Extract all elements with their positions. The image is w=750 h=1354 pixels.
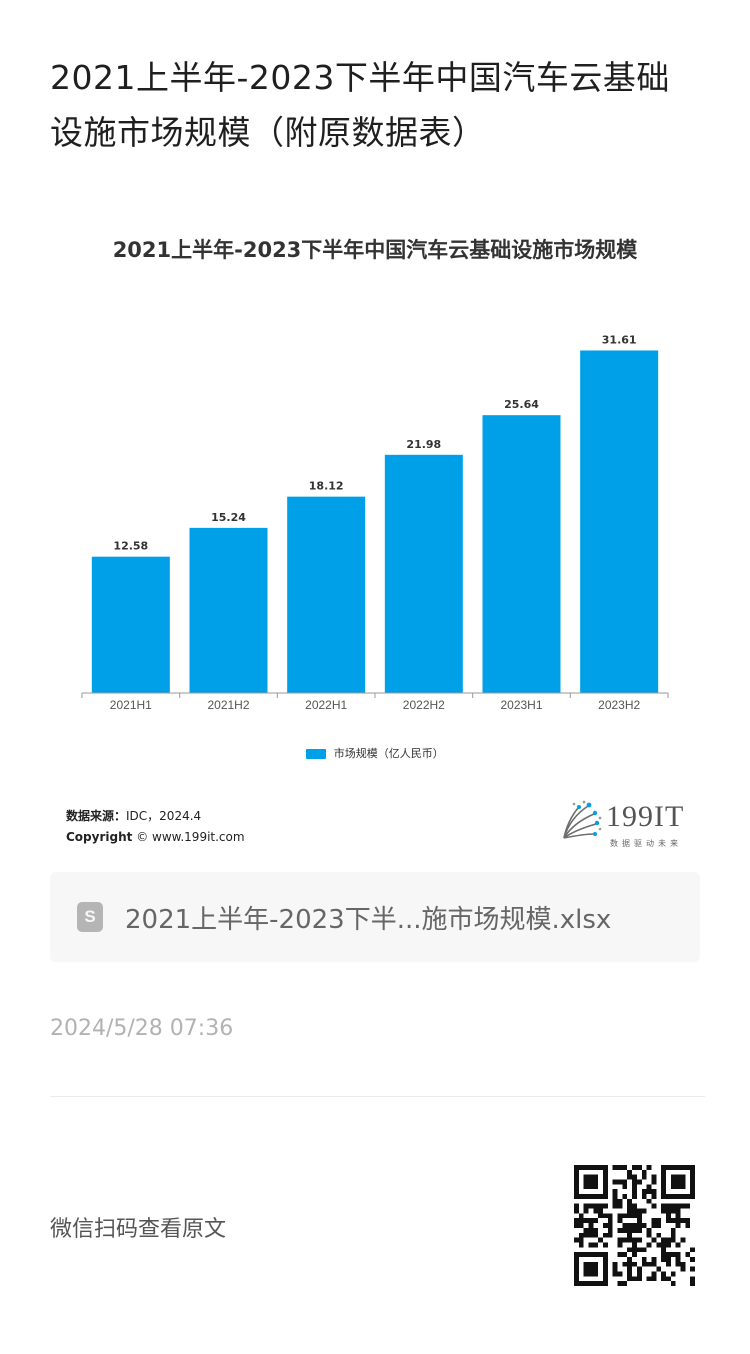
post-date: 2024/5/28 07:36: [50, 1016, 234, 1041]
divider: [50, 1096, 705, 1097]
chart-source: 数据来源：IDC，2024.4 Copyright © www.199it.co…: [66, 806, 245, 848]
article-title: 2021上半年-2023下半年中国汽车云基础 设施市场规模（附原数据表）: [50, 50, 710, 160]
brand-logo: 199IT 数据驱动未来: [558, 798, 698, 850]
data-label-2023H1: 25.64: [504, 398, 539, 411]
x-tick-label-2021H1: 2021H1: [110, 698, 152, 712]
x-tick-label-2021H2: 2021H2: [207, 698, 249, 712]
legend-label: 市场规模（亿人民币）: [333, 747, 444, 760]
bar-2021H1: [91, 556, 170, 693]
data-label-2021H2: 15.24: [211, 511, 246, 524]
x-tick-label-2023H1: 2023H1: [500, 698, 542, 712]
legend-swatch: [306, 749, 327, 759]
source-label: 数据来源：: [66, 809, 127, 823]
chart-title: 2021上半年-2023下半年中国汽车云基础设施市场规模: [112, 238, 638, 262]
copyright-label: Copyright: [66, 830, 133, 844]
source-value: IDC，2024.4: [126, 809, 202, 823]
data-label-2023H2: 31.61: [602, 333, 637, 346]
x-tick-label-2022H2: 2022H2: [403, 698, 445, 712]
read-original-link[interactable]: 微信扫码查看原文: [50, 1217, 227, 1242]
qr-code-icon[interactable]: [574, 1165, 695, 1286]
bar-2022H2: [384, 454, 463, 693]
attachment-file-name: 2021上半年-2023下半...施市场规模.xlsx: [125, 905, 612, 935]
data-label-2021H1: 12.58: [113, 540, 148, 553]
brand-name: 199IT: [606, 800, 685, 833]
bar-2022H1: [287, 496, 366, 693]
copyright-value: © www.199it.com: [136, 830, 245, 844]
bar-2021H2: [189, 527, 268, 693]
chart-image: 2021上半年-2023下半年中国汽车云基础设施市场规模 12.58 2021H1…: [50, 210, 700, 860]
x-tick-label-2023H2: 2023H2: [598, 698, 640, 712]
dandelion-logo-icon: [563, 800, 602, 839]
spreadsheet-file-icon: S: [77, 902, 103, 932]
bar-2023H1: [482, 415, 561, 693]
article-title-line-2: 设施市场规模（附原数据表）: [50, 113, 486, 152]
chart-legend: 市场规模（亿人民币）: [50, 745, 700, 761]
data-label-2022H2: 21.98: [406, 438, 441, 451]
article-title-line-1: 2021上半年-2023下半年中国汽车云基础: [50, 58, 670, 97]
bar-chart: 12.58 2021H1 15.24 2021H2 18.12 2022H1 21.98 20…: [81, 333, 669, 712]
brand-slogan: 数据驱动未来: [610, 839, 682, 848]
bar-2023H2: [580, 350, 659, 693]
x-tick-label-2022H1: 2022H1: [305, 698, 347, 712]
data-label-2022H1: 18.12: [309, 480, 344, 493]
attachment-file-card[interactable]: S 2021上半年-2023下半...施市场规模.xlsx: [50, 872, 700, 962]
